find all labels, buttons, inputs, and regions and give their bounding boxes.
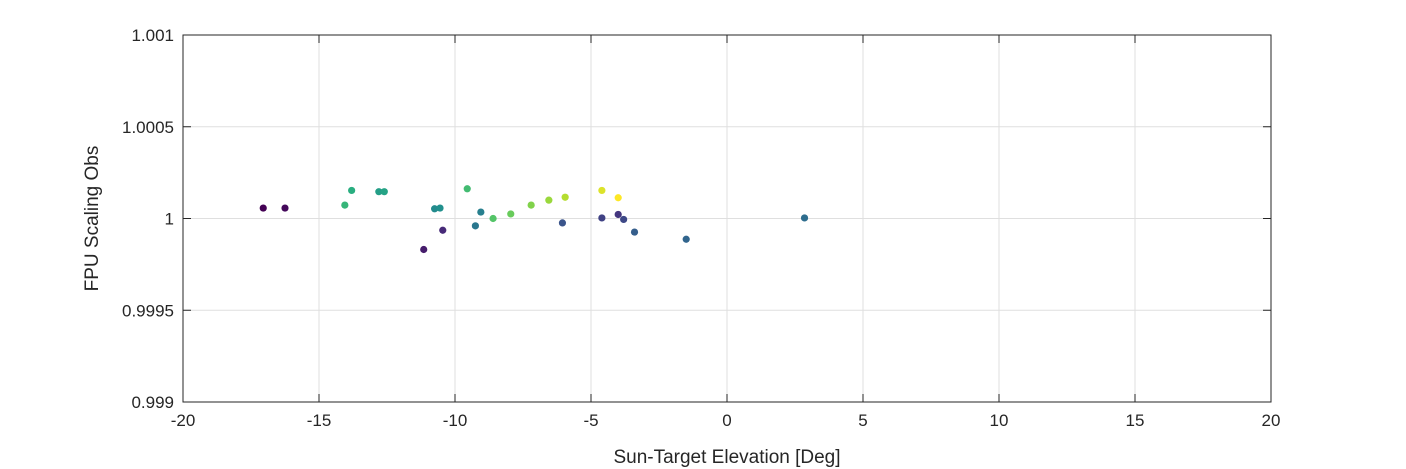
data-point <box>598 186 606 195</box>
data-point <box>507 210 515 218</box>
x-axis-label: Sun-Target Elevation [Deg] <box>613 447 840 468</box>
data-point <box>436 204 444 212</box>
y-tick-label: 1 <box>165 210 174 229</box>
data-point <box>375 188 383 196</box>
data-point <box>348 186 356 195</box>
x-tick-label: -5 <box>583 411 598 430</box>
data-point <box>614 194 622 202</box>
data-point <box>431 205 439 213</box>
data-point <box>558 219 567 227</box>
x-tick-label: 5 <box>858 411 867 430</box>
x-tick-label: 20 <box>1262 411 1281 430</box>
data-point <box>477 208 485 216</box>
y-axis-label: FPU Scaling Obs <box>82 146 103 292</box>
data-point <box>527 201 535 209</box>
x-tick-label: 15 <box>1126 411 1145 430</box>
data-point <box>463 185 471 193</box>
x-tick-label: -10 <box>443 411 468 430</box>
data-point <box>439 226 447 234</box>
data-point <box>598 214 606 222</box>
x-tick-label: -20 <box>171 411 196 430</box>
y-tick-labels: 0.999 0.9995 1 1.0005 1.001 <box>122 26 174 412</box>
data-point <box>545 196 553 204</box>
data-point <box>630 228 639 236</box>
x-tick-labels: -20 -15 -10 -5 0 5 10 15 20 <box>171 411 1281 430</box>
data-point <box>489 214 497 223</box>
data-point <box>380 188 388 196</box>
grid-layer <box>182 34 1272 403</box>
data-point <box>259 204 267 212</box>
data-point <box>614 210 622 219</box>
x-tick-label: 10 <box>990 411 1009 430</box>
x-tick-label: -15 <box>307 411 332 430</box>
points-layer <box>259 185 809 254</box>
data-point <box>800 214 809 222</box>
y-tick-label: 0.999 <box>131 393 174 412</box>
data-point <box>281 204 289 212</box>
data-point <box>341 201 349 209</box>
data-point <box>420 245 428 254</box>
data-point <box>561 193 569 201</box>
y-tick-label: 1.0005 <box>122 118 174 137</box>
y-tick-label: 0.9995 <box>122 301 174 320</box>
ticks-layer <box>182 34 1272 403</box>
y-tick-label: 1.001 <box>131 26 174 45</box>
data-point <box>471 222 479 230</box>
data-point <box>620 215 628 224</box>
data-point <box>682 235 690 243</box>
x-tick-label: 0 <box>722 411 731 430</box>
